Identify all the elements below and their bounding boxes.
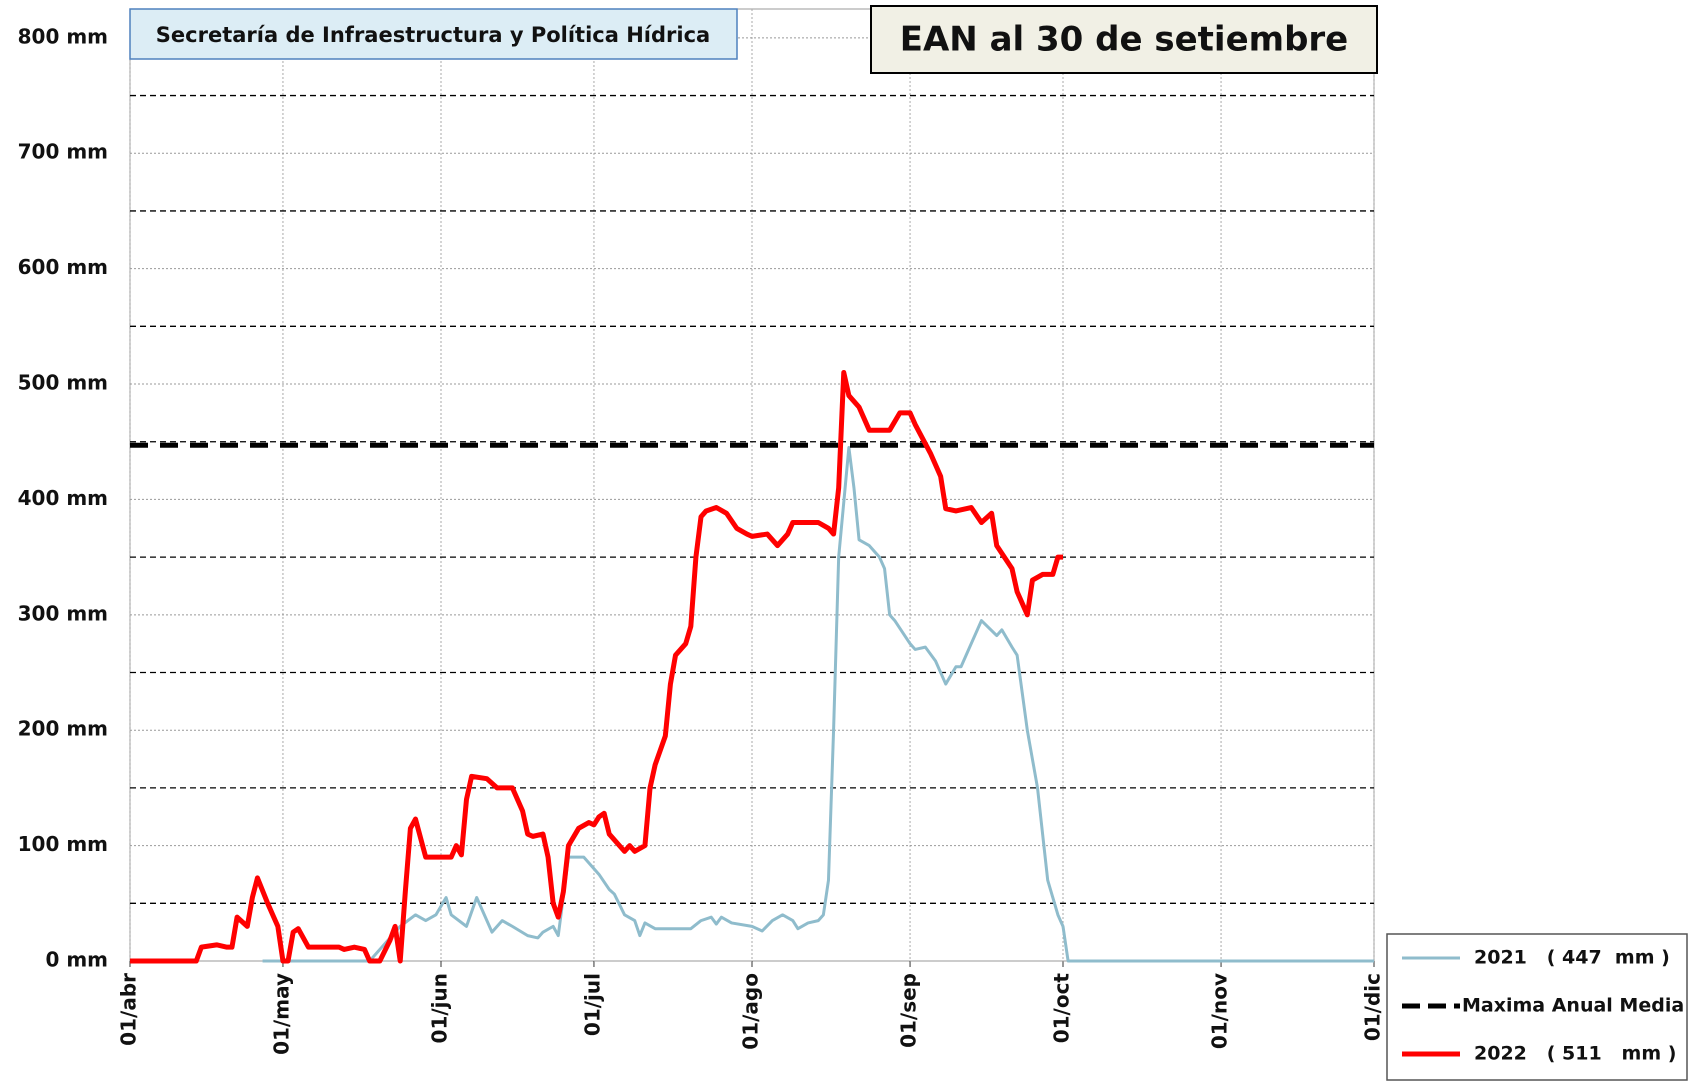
- x-tick-label: 01/jun: [428, 973, 452, 1043]
- y-tick-label: 100 mm: [18, 832, 108, 856]
- plot-area: 01/abr 01/may 01/jun 01/jul 01/ago 01/sep 01/o…: [18, 8, 1385, 1055]
- x-tick-label: 01/jul: [580, 973, 604, 1036]
- x-tick-label: 01/oct: [1050, 973, 1074, 1044]
- title-box: [870, 5, 1378, 74]
- subtitle: Secretaría de Infraestructura y Política…: [156, 23, 710, 47]
- x-tick-label: 01/sep: [897, 973, 921, 1048]
- series-line: [262, 445, 1374, 963]
- legend-label: 2022 ( 511 mm ): [1474, 1043, 1676, 1065]
- chart-title: EAN al 30 de setiembre: [900, 20, 1349, 60]
- series-line: [130, 369, 1063, 964]
- y-tick-label: 0 mm: [45, 948, 108, 972]
- x-tick-label: 01/may: [269, 973, 293, 1055]
- subtitle-box: [129, 8, 738, 60]
- y-tick-label: 300 mm: [18, 601, 108, 625]
- x-tick-label: 01/ago: [739, 973, 763, 1050]
- y-tick-label: 200 mm: [18, 717, 108, 741]
- y-tick-label: 700 mm: [18, 140, 108, 164]
- x-tick-label: 01/dic: [1361, 973, 1385, 1041]
- legend: 2021 ( 447 mm ) Maxima Anual Media 2022 ( …: [1402, 947, 1684, 1065]
- y-tick-label: 600 mm: [18, 255, 108, 279]
- x-tick-label: 01/nov: [1208, 973, 1232, 1049]
- y-tick-label: 500 mm: [18, 371, 108, 395]
- legend-label: Maxima Anual Media: [1462, 995, 1684, 1017]
- x-tick-label: 01/abr: [117, 973, 141, 1046]
- y-tick-label: 400 mm: [18, 486, 108, 510]
- legend-label: 2021 ( 447 mm ): [1474, 947, 1670, 969]
- y-tick-label: 800 mm: [18, 24, 108, 48]
